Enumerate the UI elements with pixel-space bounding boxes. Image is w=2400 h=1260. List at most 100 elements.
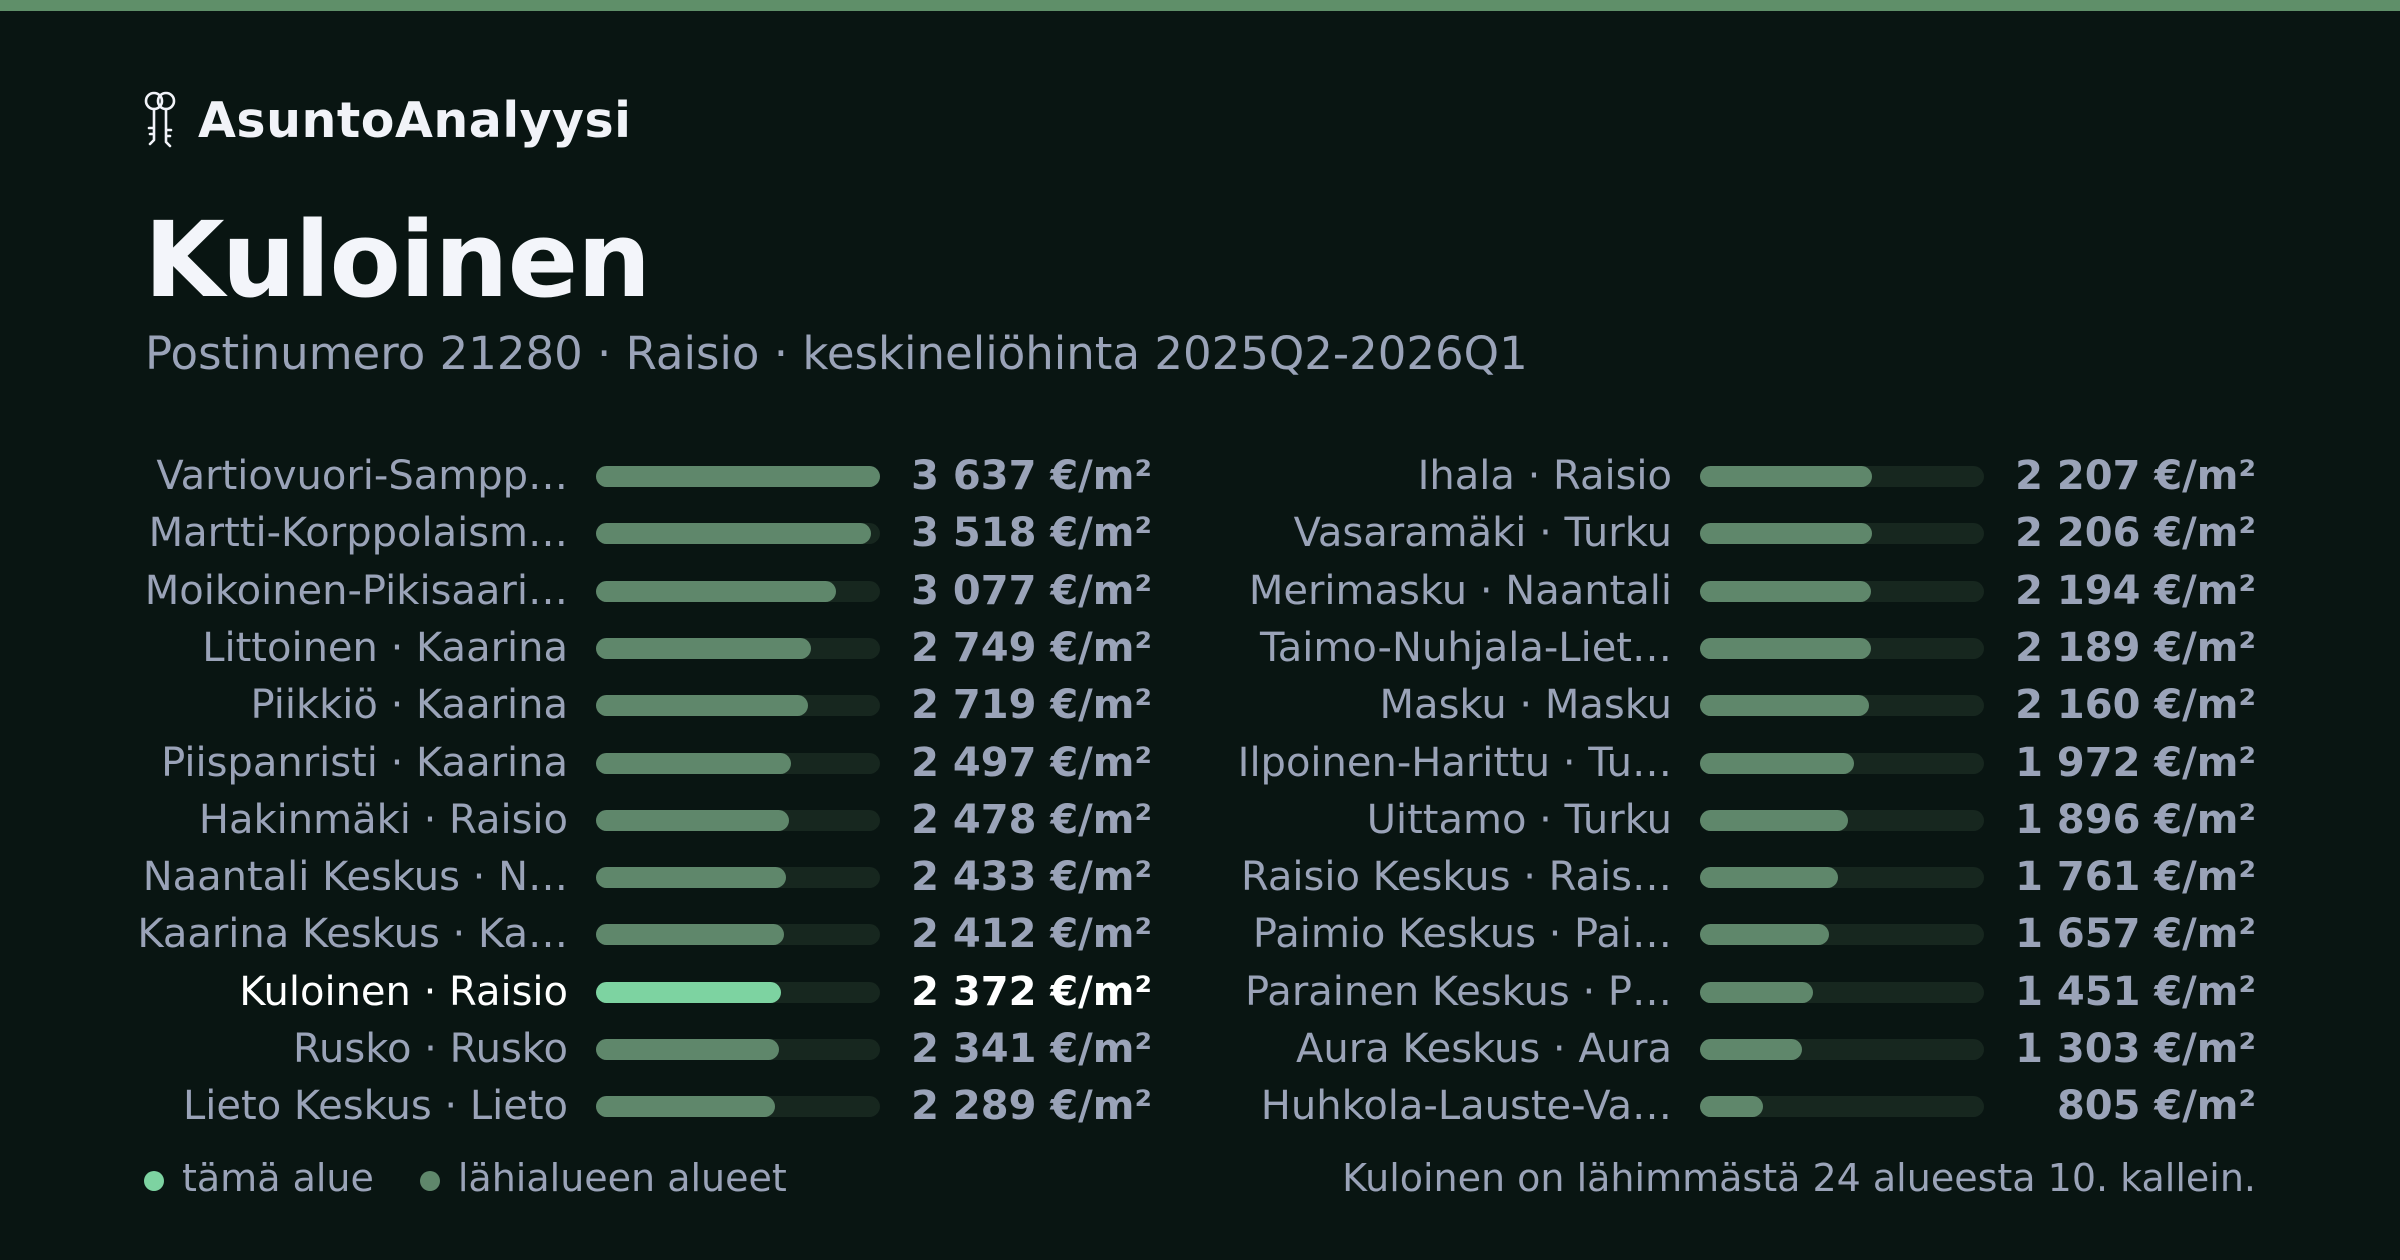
ranking-note: Kuloinen on lähimmästä 24 alueesta 10. k… — [1342, 1156, 2256, 1200]
chart-subtitle: Postinumero 21280 · Raisio · keskineliöh… — [145, 327, 1528, 380]
bar-label: Piispanristi · Kaarina — [161, 740, 568, 786]
bar-value-label: 1 451 €/m² — [2015, 969, 2256, 1015]
bar — [596, 810, 789, 831]
bar-track — [1700, 753, 1984, 774]
bar — [1700, 638, 1871, 659]
bar-track — [596, 1096, 880, 1117]
bar-row: Piispanristi · Kaarina 2 497 €/m² — [0, 735, 1160, 792]
bar-value-label: 2 206 €/m² — [2015, 510, 2256, 556]
bar-label: Martti-Korppolaism… — [148, 510, 568, 556]
bar-label: Littoinen · Kaarina — [202, 625, 568, 671]
bar-track — [596, 466, 880, 487]
bar-label: Kuloinen · Raisio — [239, 969, 568, 1015]
legend-item-nearby: lähialueen alueet — [419, 1156, 787, 1200]
bar-label: Merimasku · Naantali — [1248, 568, 1672, 614]
bar-track — [596, 924, 880, 945]
legend-label-nearby: lähialueen alueet — [457, 1156, 787, 1200]
bar-track — [596, 1039, 880, 1060]
bar — [596, 695, 808, 716]
bar-label: Parainen Keskus · P… — [1244, 969, 1672, 1015]
bar-row-current: Kuloinen · Raisio 2 372 €/m² — [0, 964, 1160, 1021]
bar-row: Lieto Keskus · Lieto 2 289 €/m² — [0, 1078, 1160, 1135]
keys-icon — [144, 91, 176, 148]
bar-value-label: 2 433 €/m² — [911, 854, 1152, 900]
bar — [596, 1039, 779, 1060]
bar — [596, 924, 784, 945]
bar-label: Paimio Keskus · Pai… — [1252, 911, 1672, 957]
bar — [1700, 581, 1871, 602]
bar-row: Hakinmäki · Raisio 2 478 €/m² — [0, 792, 1160, 849]
brand-name: AsuntoAnalyysi — [198, 91, 632, 149]
bar-value-label: 2 372 €/m² — [911, 969, 1152, 1015]
bar-row: Taimo-Nuhjala-Liet… 2 189 €/m² — [1104, 620, 2264, 677]
bar-label: Rusko · Rusko — [293, 1026, 568, 1072]
bar-track — [596, 523, 880, 544]
bar-track — [1700, 638, 1984, 659]
bar-value-label: 805 €/m² — [2056, 1083, 2256, 1129]
bar-label: Masku · Masku — [1379, 682, 1672, 728]
bar-row: Ihala · Raisio 2 207 €/m² — [1104, 448, 2264, 505]
bar-label: Lieto Keskus · Lieto — [183, 1083, 568, 1129]
bar-row: Martti-Korppolaism… 3 518 €/m² — [0, 505, 1160, 562]
bar-row: Aura Keskus · Aura 1 303 €/m² — [1104, 1021, 2264, 1078]
bar-label: Taimo-Nuhjala-Liet… — [1259, 625, 1672, 671]
bar-value-label: 1 657 €/m² — [2015, 911, 2256, 957]
bar-row: Huhkola-Lauste-Va… 805 €/m² — [1104, 1078, 2264, 1135]
bar-value-label: 2 289 €/m² — [911, 1083, 1152, 1129]
bar-label: Naantali Keskus · N… — [142, 854, 568, 900]
bar — [1700, 753, 1854, 774]
bar-track — [596, 982, 880, 1003]
bar-row: Rusko · Rusko 2 341 €/m² — [0, 1021, 1160, 1078]
bar-row: Ilpoinen-Harittu · Tu… 1 972 €/m² — [1104, 735, 2264, 792]
bar-label: Uittamo · Turku — [1366, 797, 1672, 843]
bar-track — [1700, 1096, 1984, 1117]
bar-track — [1700, 695, 1984, 716]
bar-label: Ilpoinen-Harittu · Tu… — [1237, 740, 1672, 786]
bar-value-label: 2 207 €/m² — [2015, 453, 2256, 499]
bar — [1700, 982, 1813, 1003]
bar-row: Naantali Keskus · N… 2 433 €/m² — [0, 849, 1160, 906]
bar-row: Vasaramäki · Turku 2 206 €/m² — [1104, 505, 2264, 562]
bar-row: Moikoinen-Pikisaari… 3 077 €/m² — [0, 563, 1160, 620]
bar-track — [596, 810, 880, 831]
bar-label: Vasaramäki · Turku — [1293, 510, 1672, 556]
bar-track — [596, 581, 880, 602]
bar-track — [596, 867, 880, 888]
bar-value-label: 2 497 €/m² — [911, 740, 1152, 786]
bar-value-label: 3 077 €/m² — [911, 568, 1152, 614]
legend-dot-current — [144, 1171, 164, 1191]
bar-value-label: 1 972 €/m² — [2015, 740, 2256, 786]
bar-label: Raisio Keskus · Rais… — [1240, 854, 1672, 900]
legend-dot-nearby — [419, 1171, 440, 1191]
bar-label: Ihala · Raisio — [1417, 453, 1672, 499]
bar-track — [1700, 466, 1984, 487]
bar-label: Kaarina Keskus · Ka… — [137, 911, 568, 957]
bar — [596, 1096, 775, 1117]
bar — [596, 523, 871, 544]
bar — [1700, 695, 1869, 716]
bar-row: Piikkiö · Kaarina 2 719 €/m² — [0, 677, 1160, 734]
bar-label: Piikkiö · Kaarina — [250, 682, 569, 728]
bar-track — [1700, 810, 1984, 831]
bar-label: Aura Keskus · Aura — [1295, 1026, 1672, 1072]
bar-track — [596, 638, 880, 659]
bar-value-label: 2 749 €/m² — [911, 625, 1152, 671]
bar-track — [1700, 867, 1984, 888]
legend-label-current: tämä alue — [182, 1156, 374, 1200]
bar-value-label: 2 478 €/m² — [911, 797, 1152, 843]
legend-item-current: tämä alue — [144, 1156, 374, 1200]
accent-top-bar — [0, 0, 2400, 11]
brand: AsuntoAnalyysi — [140, 88, 631, 152]
bar-track — [1700, 982, 1984, 1003]
bar — [596, 867, 786, 888]
bar-track — [1700, 581, 1984, 602]
bar-row: Kaarina Keskus · Ka… 2 412 €/m² — [0, 906, 1160, 963]
bar — [596, 638, 811, 659]
bar-track — [596, 695, 880, 716]
bar-track — [596, 753, 880, 774]
bar — [1700, 1039, 1802, 1060]
bar-row: Littoinen · Kaarina 2 749 €/m² — [0, 620, 1160, 677]
legend: tämä alue lähialueen alueet — [144, 1150, 833, 1206]
bar-row: Raisio Keskus · Rais… 1 761 €/m² — [1104, 849, 2264, 906]
bar — [596, 982, 781, 1003]
